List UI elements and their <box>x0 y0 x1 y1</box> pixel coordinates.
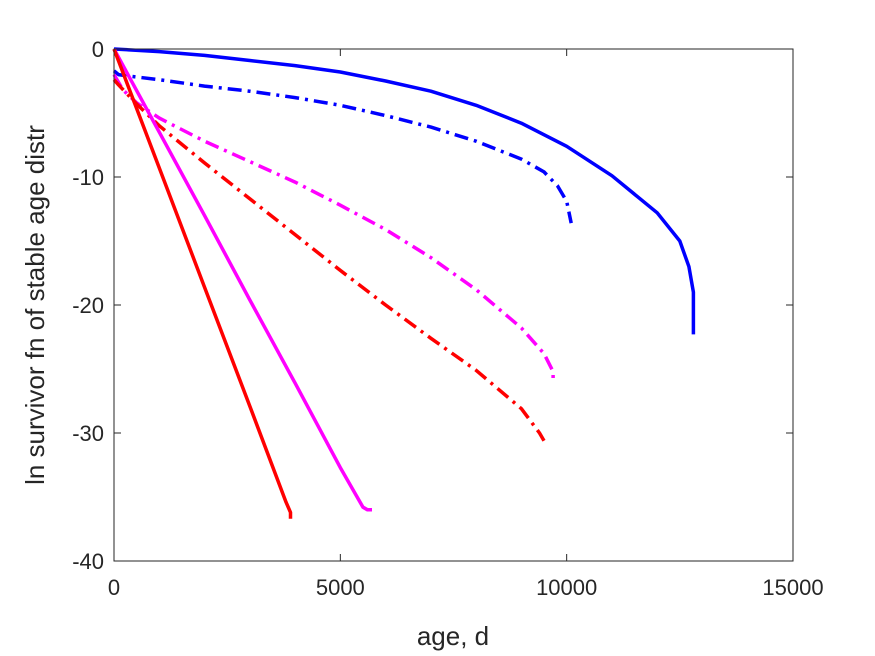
x-tick-label: 10000 <box>536 575 597 600</box>
series-line-4 <box>112 78 546 442</box>
y-tick-label: -40 <box>72 549 104 574</box>
plot-area <box>114 49 793 561</box>
x-tick-label: 0 <box>108 575 120 600</box>
series-line-6 <box>112 48 293 519</box>
series-line-2 <box>112 69 573 224</box>
y-axis: 0 -10 -20 -30 -40 <box>72 37 793 574</box>
y-tick-label: -30 <box>72 421 104 446</box>
y-axis-label: ln survivor fn of stable age distr <box>20 125 50 485</box>
series-line-5 <box>112 48 372 512</box>
series-line-1 <box>113 47 696 335</box>
x-tick-label: 15000 <box>762 575 823 600</box>
y-tick-label: -20 <box>72 293 104 318</box>
x-axis-label: age, d <box>417 621 489 651</box>
series-line-3 <box>112 73 555 382</box>
x-tick-label: 5000 <box>316 575 365 600</box>
y-tick-label: -10 <box>72 165 104 190</box>
y-tick-label: 0 <box>92 37 104 62</box>
x-axis: 0 5000 10000 15000 <box>108 49 824 600</box>
series-layer <box>112 47 696 519</box>
